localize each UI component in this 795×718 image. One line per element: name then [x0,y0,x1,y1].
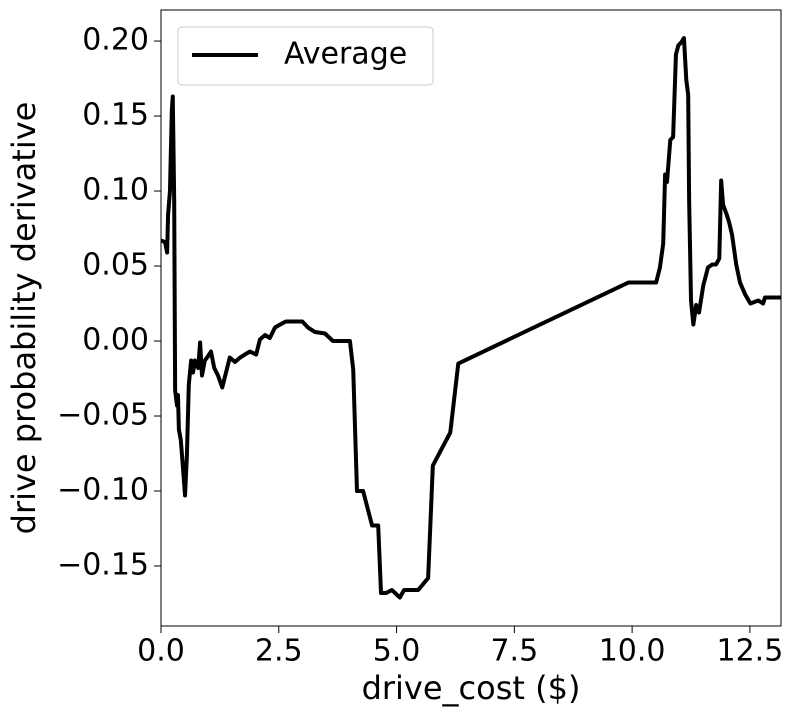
x-tick-label: 7.5 [490,634,538,669]
y-tick-label: 0.20 [82,23,149,58]
y-tick-label: 0.05 [82,248,149,283]
y-tick-label: 0.00 [82,323,149,358]
y-axis-label: drive probability derivative [5,102,43,535]
x-tick-label: 12.5 [717,634,784,669]
y-tick-label: −0.05 [57,398,149,433]
x-tick-label: 2.5 [255,634,303,669]
y-tick-label: −0.15 [57,548,149,583]
x-tick-label: 5.0 [373,634,421,669]
plot-frame [160,9,782,627]
x-tick-label: 0.0 [137,634,185,669]
legend-label: Average [284,37,407,72]
y-tick-label: −0.10 [57,473,149,508]
legend-box [177,26,434,86]
y-tick-label: 0.10 [82,173,149,208]
y-tick-label: 0.15 [82,98,149,133]
x-axis-label: drive_cost ($) [362,669,581,707]
x-tick-label: 10.0 [599,634,666,669]
data-line [161,36,781,600]
